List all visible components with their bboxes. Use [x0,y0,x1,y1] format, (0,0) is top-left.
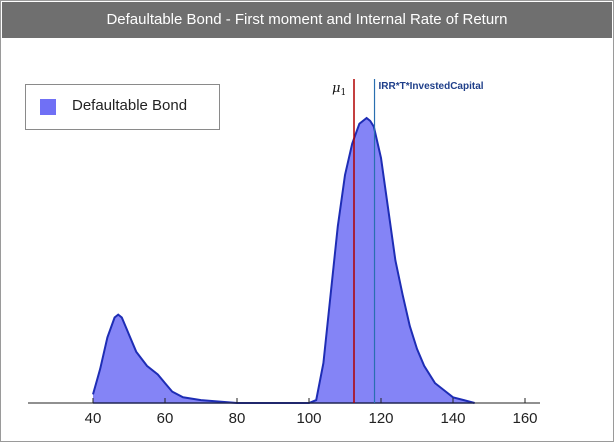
x-tick-label: 80 [229,410,246,427]
x-tick-label: 120 [368,410,393,427]
irr-label: IRR*T*InvestedCapital [379,81,484,92]
x-tick-label: 40 [85,410,102,427]
x-tick-label: 100 [296,410,321,427]
x-tick-label: 160 [512,410,537,427]
histogram-area [93,118,475,403]
legend-label: Defaultable Bond [72,97,188,114]
mu1-label: μ1 [332,81,346,98]
legend-swatch [40,99,56,115]
x-tick-label: 140 [440,410,465,427]
density-curve [92,116,475,404]
chart-title: Defaultable Bond - First moment and Inte… [2,2,612,38]
legend: Defaultable Bond [25,84,220,130]
x-tick-label: 60 [157,410,174,427]
